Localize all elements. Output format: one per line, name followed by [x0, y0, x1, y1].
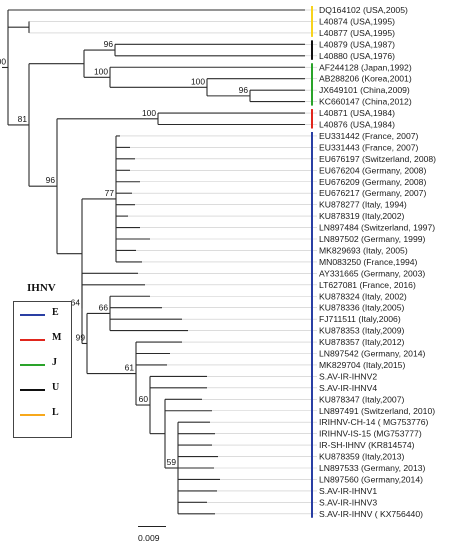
legend-label-m: M: [52, 332, 62, 343]
tip-label: LT627081 (France, 2016): [319, 280, 416, 290]
bootstrap-value: 96: [46, 175, 56, 185]
bootstrap-value: 60: [139, 394, 149, 404]
bootstrap-value: 96: [239, 85, 249, 95]
legend-item-j: J: [14, 356, 71, 374]
tip-label: KU878319 (Italy,2002): [319, 211, 404, 221]
tip-label: DQ164102 (USA,2005): [319, 5, 408, 15]
tip-label: IRIHNV-CH-14 ( MG753776): [319, 417, 429, 427]
legend-label-l: L: [52, 407, 59, 418]
tip-label: S.AV-IR-IHNV4: [319, 383, 377, 393]
tip-label: EU676204 (Germany, 2008): [319, 165, 426, 175]
tip-label: KC660147 (China,2012): [319, 97, 412, 107]
tip-label: MK829704 (Italy,2015): [319, 360, 405, 370]
tip-label: S.AV-IR-IHNV3: [319, 497, 377, 507]
tip-label: AY331665 (Germany, 2003): [319, 268, 425, 278]
tip-label: FJ711511 (Italy,2006): [319, 314, 401, 324]
legend-swatch-m: [20, 339, 45, 341]
legend-swatch-j: [20, 364, 45, 366]
tip-label: KU878359 (Italy,2013): [319, 452, 404, 462]
tip-label: KU878324 (Italy, 2002): [319, 291, 407, 301]
legend-swatch-l: [20, 414, 45, 416]
tip-label: LN897533 (Germany, 2013): [319, 463, 426, 473]
legend: E M J U L: [13, 301, 72, 438]
tip-label: L40871 (USA,1984): [319, 108, 395, 118]
bootstrap-value: 59: [167, 457, 177, 467]
tip-label: LN897542 (Germany, 2014): [319, 349, 426, 359]
bootstrap-value: 64: [71, 297, 81, 307]
bootstrap-value: 77: [105, 188, 115, 198]
legend-label-j: J: [52, 357, 57, 368]
bootstrap-value: 100: [94, 66, 108, 76]
tip-label: L40876 (USA,1984): [319, 120, 395, 130]
scale-bar: [138, 526, 166, 527]
bootstrap-value: 66: [99, 302, 109, 312]
legend-item-m: M: [14, 331, 71, 349]
tip-label: EU331443 (France, 2007): [319, 142, 419, 152]
tip-label: EU676197 (Switzerland, 2008): [319, 154, 436, 164]
tip-label: KU878336 (Italy,2005): [319, 303, 404, 313]
tip-label: AB288206 (Korea,2001): [319, 74, 412, 84]
tip-label: IR-SH-IHNV (KR814574): [319, 440, 415, 450]
tip-label: IRIHNV-IS-15 (MG753777): [319, 429, 422, 439]
bootstrap-value: 81: [18, 114, 28, 124]
legend-item-u: U: [14, 381, 71, 399]
legend-swatch-e: [20, 314, 45, 316]
legend-label-u: U: [52, 382, 60, 393]
tip-label: S.AV-IR-IHNV ( KX756440): [319, 509, 423, 519]
tip-label: MN083250 (France,1994): [319, 257, 418, 267]
tip-label: AF244128 (Japan,1992): [319, 62, 412, 72]
tip-label: KU878277 (Italy, 1994): [319, 200, 407, 210]
bootstrap-value: 99: [76, 332, 86, 342]
legend-title: IHNV: [27, 282, 56, 294]
tip-label: MK829693 (Italy, 2005): [319, 245, 408, 255]
bootstrap-value: 61: [125, 363, 135, 373]
tip-label: LN897484 (Switzerland, 1997): [319, 223, 435, 233]
tip-label: KU878357 (Italy,2012): [319, 337, 404, 347]
legend-label-e: E: [52, 307, 59, 318]
tip-label: EU676209 (Germany, 2008): [319, 177, 426, 187]
tip-label: EU676217 (Germany, 2007): [319, 188, 426, 198]
tip-label: L40874 (USA,1995): [319, 16, 395, 26]
tip-label: KU878353 (Italy,2009): [319, 326, 404, 336]
tip-label: JX649101 (China,2009): [319, 85, 410, 95]
bootstrap-value: 100: [142, 108, 156, 118]
tip-label: S.AV-IR-IHNV2: [319, 371, 377, 381]
tip-label: LN897502 (Germany, 1999): [319, 234, 426, 244]
tip-label: LN897560 (Germany,2014): [319, 474, 423, 484]
tip-label: L40880 (USA,1976): [319, 51, 395, 61]
legend-item-l: L: [14, 406, 71, 424]
legend-item-e: E: [14, 306, 71, 324]
tip-label: LN897491 (Switzerland, 2010): [319, 406, 435, 416]
tip-label: L40877 (USA,1995): [319, 28, 395, 38]
bootstrap-value: 100: [0, 56, 6, 66]
tip-label: EU331442 (France, 2007): [319, 131, 419, 141]
legend-swatch-u: [20, 389, 45, 391]
tip-label: KU878347 (Italy,2007): [319, 394, 404, 404]
tip-label: S.AV-IR-IHNV1: [319, 486, 377, 496]
bootstrap-value: 96: [104, 39, 114, 49]
bootstrap-value: 100: [191, 76, 205, 86]
scale-bar-label: 0.009: [138, 533, 160, 543]
tip-label: L40879 (USA,1987): [319, 39, 395, 49]
